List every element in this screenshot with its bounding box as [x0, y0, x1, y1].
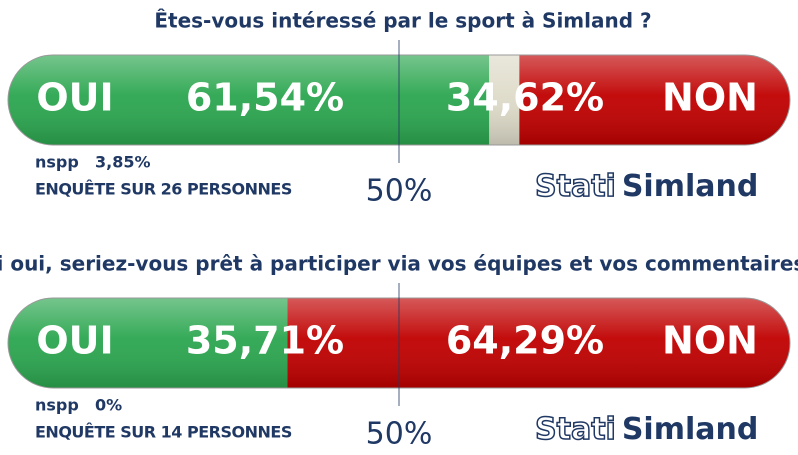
- logo-part: Stati: [535, 169, 616, 204]
- tick-label: 50%: [366, 174, 433, 209]
- value-label: 34,62%: [446, 76, 604, 120]
- logo-part: Stati: [535, 412, 616, 447]
- value-label: 35,71%: [186, 319, 344, 363]
- series-name: NON: [662, 76, 758, 120]
- survey-note: ENQUÊTE SUR 26 PERSONNES: [35, 180, 292, 199]
- logo: Stati Simland: [535, 169, 758, 204]
- logo: Stati Simland: [535, 412, 758, 447]
- survey-note: ENQUÊTE SUR 14 PERSONNES: [35, 423, 292, 442]
- nspp-value: 0%: [95, 396, 122, 415]
- value-label: 61,54%: [186, 76, 344, 120]
- series-name: NON: [662, 319, 758, 363]
- series-name: OUI: [36, 319, 113, 363]
- nspp-value: 3,85%: [95, 153, 151, 172]
- nspp-name: nspp: [35, 396, 79, 415]
- tick-label: 50%: [366, 417, 433, 452]
- value-label: 64,29%: [446, 319, 604, 363]
- series-name: OUI: [36, 76, 113, 120]
- nspp-name: nspp: [35, 153, 79, 172]
- logo-part: Simland: [622, 169, 759, 204]
- chart-title: Si oui, seriez-vous prêt à participer vi…: [0, 252, 798, 276]
- logo-part: Simland: [622, 412, 759, 447]
- chart-title: Êtes-vous intéressé par le sport à Simla…: [154, 9, 651, 33]
